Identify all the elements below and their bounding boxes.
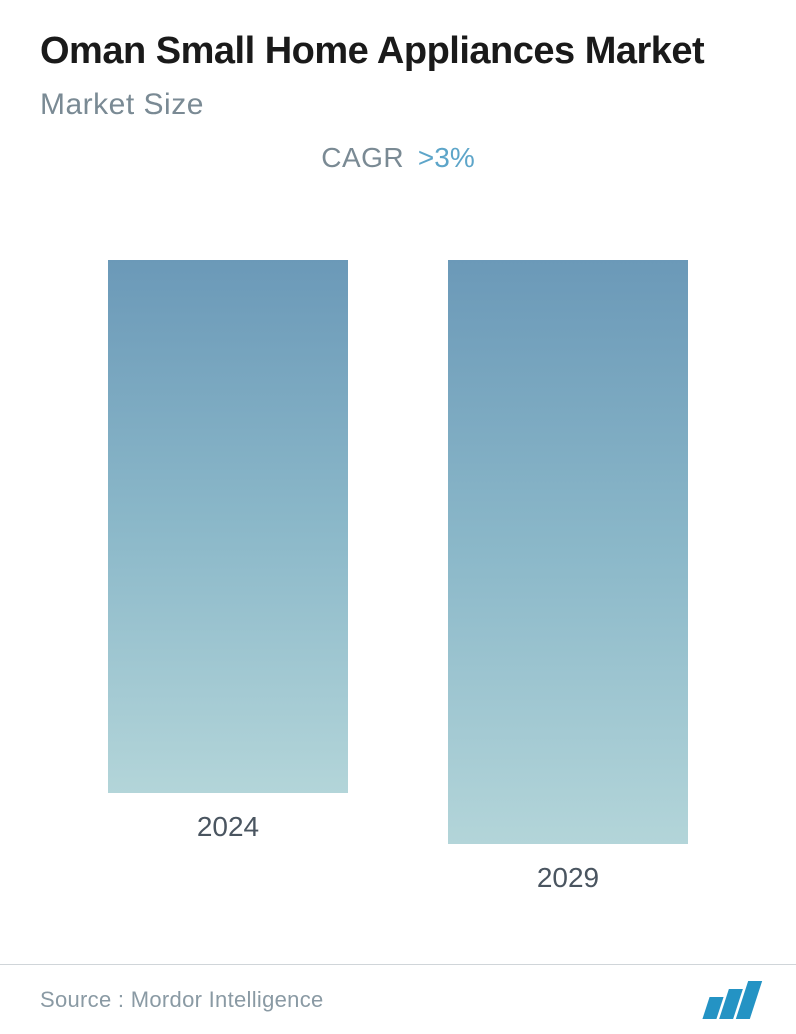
cagr-row: CAGR >3%: [40, 142, 756, 174]
bar-chart: 2024 2029: [0, 260, 796, 894]
header: Oman Small Home Appliances Market Market…: [0, 0, 796, 174]
cagr-value: >3%: [418, 142, 475, 173]
bar-label-1: 2029: [537, 862, 599, 894]
footer: Source : Mordor Intelligence: [0, 964, 796, 1034]
bar-wrap-1: 2029: [448, 260, 688, 894]
page-title: Oman Small Home Appliances Market: [40, 28, 756, 76]
bar-wrap-0: 2024: [108, 260, 348, 894]
source-text: Source : Mordor Intelligence: [40, 987, 324, 1013]
bar-label-0: 2024: [197, 811, 259, 843]
page-subtitle: Market Size: [40, 88, 756, 122]
bar-1: [448, 260, 688, 844]
brand-logo-icon: [706, 981, 756, 1019]
bar-0: [108, 260, 348, 793]
cagr-label: CAGR: [321, 142, 404, 173]
logo-bar-3: [736, 981, 762, 1019]
